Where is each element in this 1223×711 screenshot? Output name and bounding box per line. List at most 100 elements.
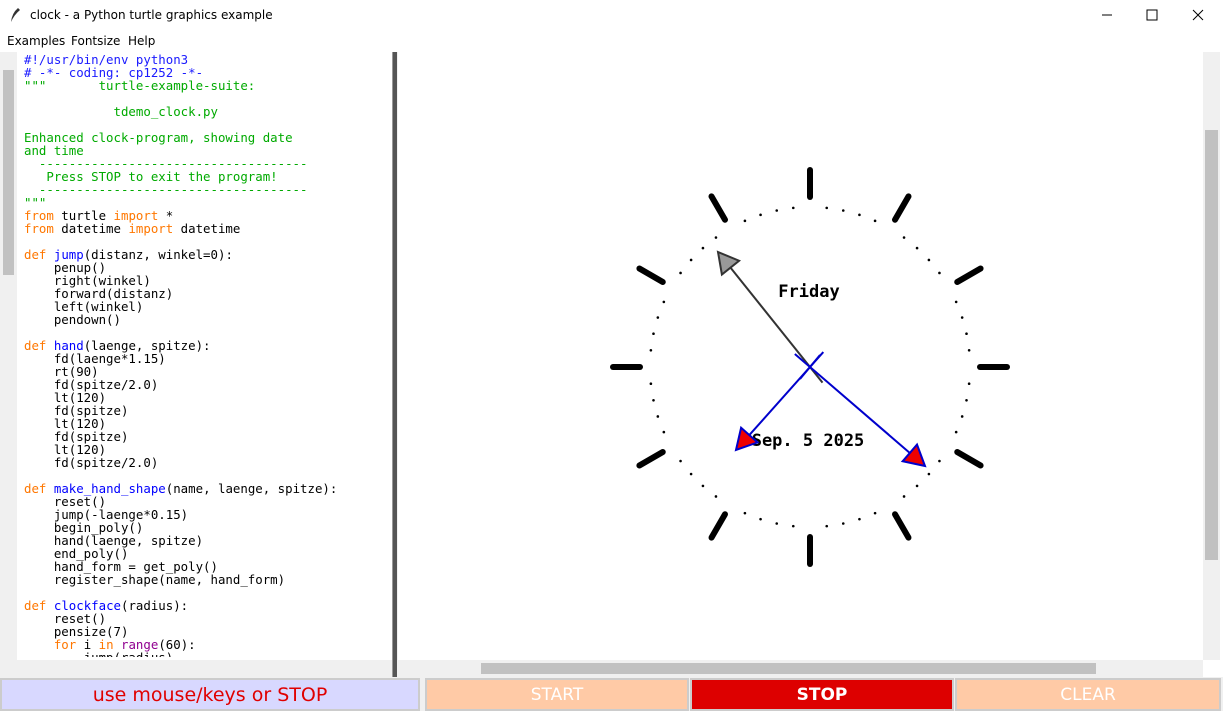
code-line: pensize(7) bbox=[24, 624, 129, 639]
minute-dot bbox=[679, 459, 682, 463]
minute-dot bbox=[689, 472, 693, 476]
minute-dot bbox=[902, 495, 906, 498]
hand-tip bbox=[734, 425, 760, 452]
minute-dot bbox=[714, 495, 718, 498]
code-line: from datetime import datetime bbox=[24, 221, 241, 236]
hand-tip bbox=[716, 250, 742, 277]
h-scrollbar[interactable] bbox=[0, 660, 392, 677]
weekday-label: Friday bbox=[778, 282, 839, 302]
canvas-pane bbox=[398, 52, 1223, 677]
code-line: begin_poly() bbox=[24, 520, 144, 535]
clear-button[interactable]: CLEAR bbox=[955, 678, 1221, 711]
stop-button[interactable]: STOP bbox=[690, 678, 954, 711]
code-line: hand_form = get_poly() bbox=[24, 559, 218, 574]
minute-dot bbox=[825, 206, 829, 210]
code-line: def make_hand_shape(name, laenge, spitze… bbox=[24, 481, 338, 496]
hour-tick bbox=[954, 449, 984, 469]
minute-dot bbox=[841, 209, 845, 212]
hour-tick bbox=[636, 449, 666, 469]
code-line: tdemo_clock.py bbox=[24, 104, 218, 119]
hour-tick bbox=[636, 265, 666, 285]
code-line: hand(laenge, spitze) bbox=[24, 533, 204, 548]
code-line: def jump(distanz, winkel=0): bbox=[24, 247, 233, 262]
code-pane bbox=[0, 52, 393, 677]
v-scrollbar[interactable] bbox=[1203, 52, 1220, 660]
minute-dot bbox=[679, 271, 682, 275]
minute-dot bbox=[652, 332, 655, 336]
minute-dot bbox=[967, 348, 971, 352]
h-scrollbar[interactable] bbox=[398, 660, 1203, 677]
minute-dot bbox=[927, 258, 931, 262]
title-bar: clock - a Python turtle graphics example bbox=[0, 0, 1223, 30]
menu-item[interactable]: Help bbox=[128, 34, 156, 48]
hand-tip bbox=[900, 442, 927, 468]
code-line: jump(radius) bbox=[24, 651, 388, 657]
minute-dot bbox=[954, 430, 958, 434]
minute-dot bbox=[701, 246, 705, 250]
minute-dot bbox=[791, 206, 795, 210]
code-line: from turtle import * bbox=[24, 208, 174, 223]
minute-dot bbox=[873, 219, 877, 223]
code-line: # -*- coding: cp1252 -*- bbox=[24, 65, 204, 80]
start-button[interactable]: START bbox=[425, 678, 689, 711]
minute-dot bbox=[938, 459, 941, 463]
minute-dot bbox=[701, 484, 705, 488]
minute-dot bbox=[841, 522, 845, 525]
code-line: #!/usr/bin/env python3 bbox=[24, 53, 189, 67]
app-icon bbox=[11, 8, 20, 22]
code-line: fd(spitze/2.0) bbox=[24, 377, 159, 392]
minute-dot bbox=[759, 517, 762, 521]
code-line: forward(distanz) bbox=[24, 286, 174, 301]
code-line: fd(spitze/2.0) bbox=[24, 455, 159, 470]
minute-dot bbox=[775, 209, 779, 212]
minute-dot bbox=[960, 415, 964, 418]
minute-dot bbox=[759, 213, 762, 217]
v-scrollbar[interactable] bbox=[0, 52, 17, 660]
minute-dot bbox=[858, 517, 861, 521]
code-line: lt(120) bbox=[24, 442, 107, 457]
code-line: pendown() bbox=[24, 312, 121, 327]
code-line: Press STOP to exit the program! bbox=[24, 169, 278, 184]
code-line: for i in range(60): bbox=[53, 637, 196, 652]
menu-item[interactable]: Fontsize bbox=[71, 34, 121, 48]
code-line: lt(120) bbox=[24, 416, 107, 431]
code-line: lt(120) bbox=[24, 390, 107, 405]
minute-dot bbox=[927, 472, 931, 476]
menu-item[interactable]: Examples bbox=[7, 34, 66, 48]
minute-dot bbox=[743, 511, 747, 515]
code-line: Enhanced clock-program, showing date bbox=[24, 130, 293, 145]
minute-dot bbox=[965, 398, 968, 402]
code-line: """ turtle-example-suite: bbox=[24, 78, 256, 93]
code-line: right(winkel) bbox=[24, 273, 151, 288]
minute-dot bbox=[938, 271, 941, 275]
hour-tick bbox=[708, 193, 728, 223]
code-line: fd(spitze) bbox=[24, 403, 129, 418]
window-controls[interactable] bbox=[1090, 0, 1223, 30]
pane-divider[interactable] bbox=[393, 52, 397, 677]
minute-dot bbox=[915, 484, 919, 488]
minute-dot bbox=[960, 316, 964, 319]
minute-dot bbox=[858, 213, 861, 217]
minute-dot bbox=[873, 511, 877, 515]
hour-tick bbox=[954, 265, 984, 285]
code-line: ------------------------------------ bbox=[24, 182, 308, 197]
clock-hand bbox=[794, 353, 911, 454]
hour-tick bbox=[892, 193, 912, 223]
code-line: end_poly() bbox=[24, 546, 129, 561]
minute-dot bbox=[825, 524, 829, 528]
window-title: clock - a Python turtle graphics example bbox=[30, 8, 273, 22]
code-line: reset() bbox=[24, 611, 107, 626]
code-line: left(winkel) bbox=[24, 299, 144, 314]
date-label: Sep. 5 2025 bbox=[752, 431, 865, 451]
turtle-cursor bbox=[799, 354, 821, 380]
minute-dot bbox=[791, 524, 795, 528]
code-line: fd(laenge*1.15) bbox=[24, 351, 166, 366]
minute-dot bbox=[743, 219, 747, 223]
hour-tick bbox=[892, 511, 912, 541]
minute-dot bbox=[714, 236, 718, 239]
code-editor[interactable]: #!/usr/bin/env python3 # -*- coding: cp12… bbox=[24, 53, 388, 657]
minute-dot bbox=[656, 415, 660, 418]
minute-dot bbox=[775, 522, 779, 525]
minute-dot bbox=[915, 246, 919, 250]
